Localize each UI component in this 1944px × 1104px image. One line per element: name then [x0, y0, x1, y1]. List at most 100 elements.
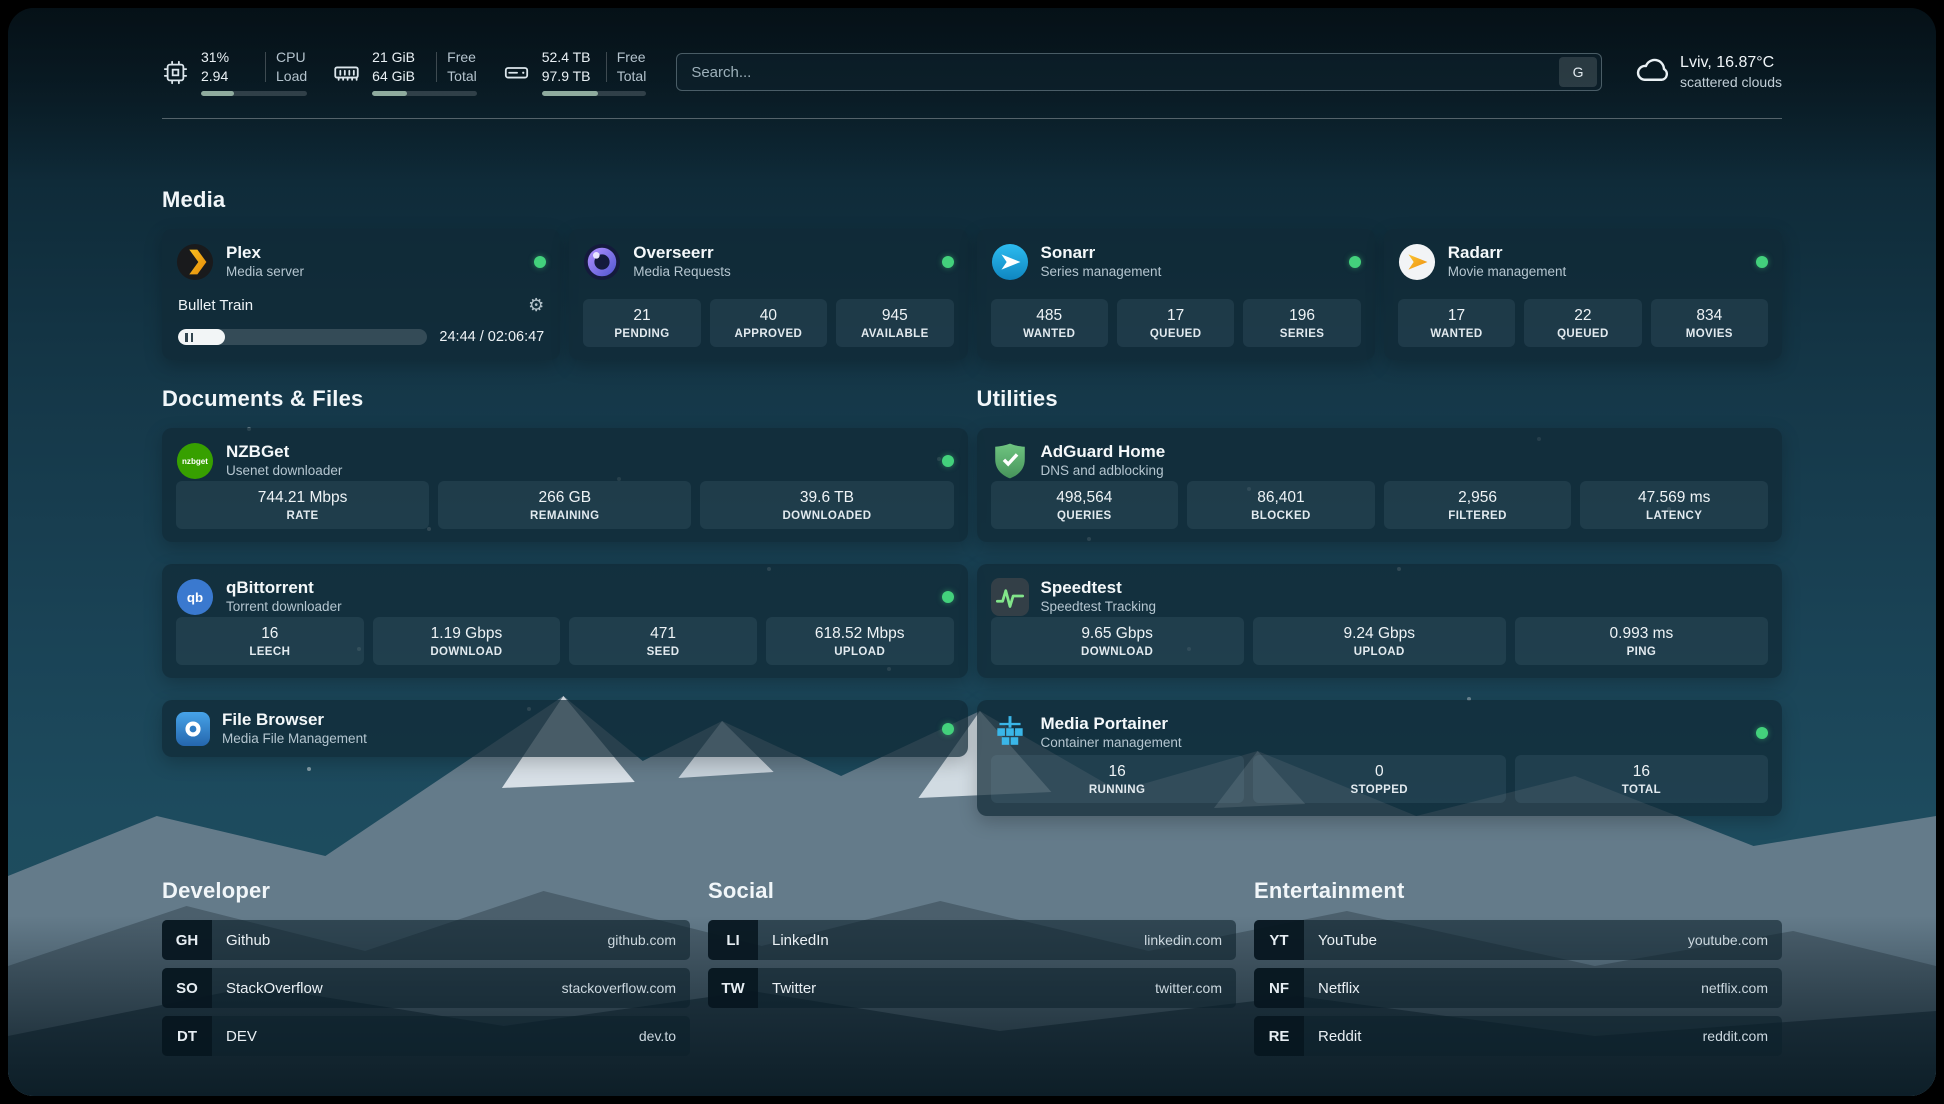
- stat-queries: 498,564 QUERIES: [990, 481, 1179, 529]
- search-input[interactable]: [677, 63, 1560, 81]
- bookmark-url: linkedin.com: [1144, 932, 1222, 948]
- bookmark-abbr: TW: [708, 968, 758, 1008]
- app-card-qbittorrent[interactable]: qb qBittorrent Torrent downloader: [162, 564, 968, 678]
- app-card-adguard[interactable]: AdGuard Home DNS and adblocking 498,564 Q…: [976, 428, 1782, 542]
- memory-icon: [333, 59, 360, 86]
- section-heading-entertainment: Entertainment: [1254, 878, 1405, 903]
- cpu-load-value: 2.94: [201, 67, 229, 84]
- section-heading-developer: Developer: [162, 878, 271, 903]
- status-dot: [1756, 726, 1768, 739]
- bookmark-name: Netflix: [1318, 979, 1360, 997]
- weather-location: Lviv, 16.87°C: [1680, 53, 1775, 71]
- stat-queued: 22 QUEUED: [1524, 299, 1642, 347]
- stat-filtered: 2,956 FILTERED: [1383, 481, 1572, 529]
- bookmark-name: Github: [226, 931, 271, 949]
- app-card-sonarr[interactable]: Sonarr Series management 485 WANTED 17 QUE…: [976, 229, 1375, 360]
- section-heading-documents: Documents & Files: [162, 386, 364, 411]
- weather-condition: scattered clouds: [1680, 74, 1782, 91]
- disk-free-value: 52.4 TB: [541, 49, 591, 66]
- bookmark-url: github.com: [607, 932, 676, 948]
- stat-upload: 9.24 Gbps UPLOAD: [1252, 617, 1506, 665]
- svg-text:qb: qb: [187, 589, 203, 604]
- playback-progress-bar[interactable]: [178, 329, 428, 345]
- status-dot: [1348, 255, 1361, 268]
- section-heading-utilities: Utilities: [976, 386, 1058, 411]
- stat-pending: 21 PENDING: [583, 299, 701, 347]
- app-name: Speedtest: [1040, 578, 1122, 597]
- memory-total-value: 64 GiB: [372, 67, 415, 84]
- bookmark-group-social: Social LI LinkedIn linkedin.com TW Twitt…: [708, 878, 1236, 1056]
- cpu-icon: [162, 59, 189, 86]
- stat-wanted: 485 WANTED: [990, 299, 1108, 347]
- stat-blocked: 86,401 BLOCKED: [1187, 481, 1375, 529]
- bookmark-github[interactable]: GH Github github.com: [162, 920, 690, 960]
- app-card-nzbget[interactable]: nzbget NZBGet Usenet downloader 74: [162, 428, 968, 542]
- stat-movies: 834 MOVIES: [1650, 299, 1769, 347]
- stat-rate: 744.21 Mbps RATE: [176, 481, 430, 529]
- sonarr-icon: [991, 243, 1029, 281]
- status-dot: [941, 590, 954, 603]
- app-subtitle: DNS and adblocking: [1040, 463, 1164, 479]
- system-metrics: 31% 2.94 CPU Load: [162, 48, 647, 96]
- adguard-icon: [991, 442, 1029, 480]
- bookmark-reddit[interactable]: RE Reddit reddit.com: [1254, 1016, 1782, 1056]
- app-card-radarr[interactable]: Radarr Movie management 17 WANTED 22 QUEUE…: [1383, 229, 1782, 360]
- app-subtitle: Speedtest Tracking: [1040, 599, 1157, 615]
- disk-metric: 52.4 TB 97.9 TB Free Total: [503, 48, 647, 96]
- app-card-portainer[interactable]: Media Portainer Container management 16 R…: [976, 700, 1782, 816]
- bookmark-url: reddit.com: [1702, 1028, 1768, 1044]
- plex-icon: [176, 243, 214, 281]
- bookmark-name: StackOverflow: [226, 979, 323, 997]
- app-subtitle: Movie management: [1447, 264, 1567, 280]
- memory-progress-bar: [372, 90, 477, 96]
- cloud-icon: [1632, 52, 1669, 93]
- stat-downloaded: 39.6 TB DOWNLOADED: [700, 481, 954, 529]
- search-bar[interactable]: G: [676, 53, 1603, 91]
- bookmark-abbr: NF: [1254, 968, 1304, 1008]
- top-bar: 31% 2.94 CPU Load: [162, 44, 1782, 100]
- bookmark-dev[interactable]: DT DEV dev.to: [162, 1016, 690, 1056]
- status-dot: [941, 255, 954, 268]
- pause-icon[interactable]: [185, 332, 188, 342]
- app-name: AdGuard Home: [1040, 442, 1166, 461]
- bookmark-abbr: YT: [1254, 920, 1304, 960]
- settings-gear-icon[interactable]: ⚙: [528, 295, 545, 316]
- app-name: Overseerr: [633, 243, 714, 262]
- qbittorrent-icon: qb: [176, 578, 214, 616]
- pause-icon[interactable]: [190, 332, 193, 342]
- memory-free-label: Free: [447, 49, 476, 66]
- portainer-icon: [991, 714, 1029, 752]
- search-engine-button[interactable]: G: [1559, 57, 1598, 87]
- stat-approved: 40 APPROVED: [709, 299, 828, 347]
- bookmark-twitter[interactable]: TW Twitter twitter.com: [708, 968, 1236, 1008]
- stat-available: 945 AVAILABLE: [836, 299, 954, 347]
- stat-wanted: 17 WANTED: [1397, 299, 1516, 347]
- app-subtitle: Series management: [1040, 264, 1162, 280]
- bookmark-abbr: GH: [162, 920, 212, 960]
- bookmark-group-developer: Developer GH Github github.com SO StackO…: [162, 878, 690, 1056]
- app-name: Sonarr: [1040, 243, 1096, 262]
- stat-running: 16 RUNNING: [990, 755, 1244, 803]
- app-card-speedtest[interactable]: Speedtest Speedtest Tracking 9.65 Gbps DO…: [976, 564, 1782, 678]
- bookmark-name: Twitter: [772, 979, 817, 997]
- app-name: Media Portainer: [1040, 714, 1169, 733]
- app-card-overseerr[interactable]: Overseerr Media Requests 21 PENDING 40 APP…: [569, 229, 968, 360]
- app-card-plex[interactable]: Plex Media server Bullet Train ⚙: [162, 229, 561, 360]
- app-card-filebrowser[interactable]: File Browser Media File Management: [162, 700, 968, 757]
- app-name: Plex: [226, 243, 261, 262]
- section-heading-social: Social: [708, 878, 775, 903]
- disk-free-label: Free: [616, 49, 646, 66]
- memory-total-label: Total: [447, 67, 477, 84]
- disk-progress-bar: [541, 90, 647, 96]
- metric-separator: [436, 51, 438, 82]
- bookmark-linkedin[interactable]: LI LinkedIn linkedin.com: [708, 920, 1236, 960]
- weather-widget[interactable]: Lviv, 16.87°C scattered clouds: [1632, 52, 1782, 93]
- bookmark-netflix[interactable]: NF Netflix netflix.com: [1254, 968, 1782, 1008]
- bookmark-url: netflix.com: [1701, 980, 1768, 996]
- playback-time: 24:44 / 02:06:47: [439, 329, 545, 345]
- bookmark-name: YouTube: [1318, 931, 1377, 949]
- bookmark-youtube[interactable]: YT YouTube youtube.com: [1254, 920, 1782, 960]
- bookmark-stackoverflow[interactable]: SO StackOverflow stackoverflow.com: [162, 968, 690, 1008]
- app-name: qBittorrent: [226, 578, 314, 597]
- stat-total: 16 TOTAL: [1514, 755, 1769, 803]
